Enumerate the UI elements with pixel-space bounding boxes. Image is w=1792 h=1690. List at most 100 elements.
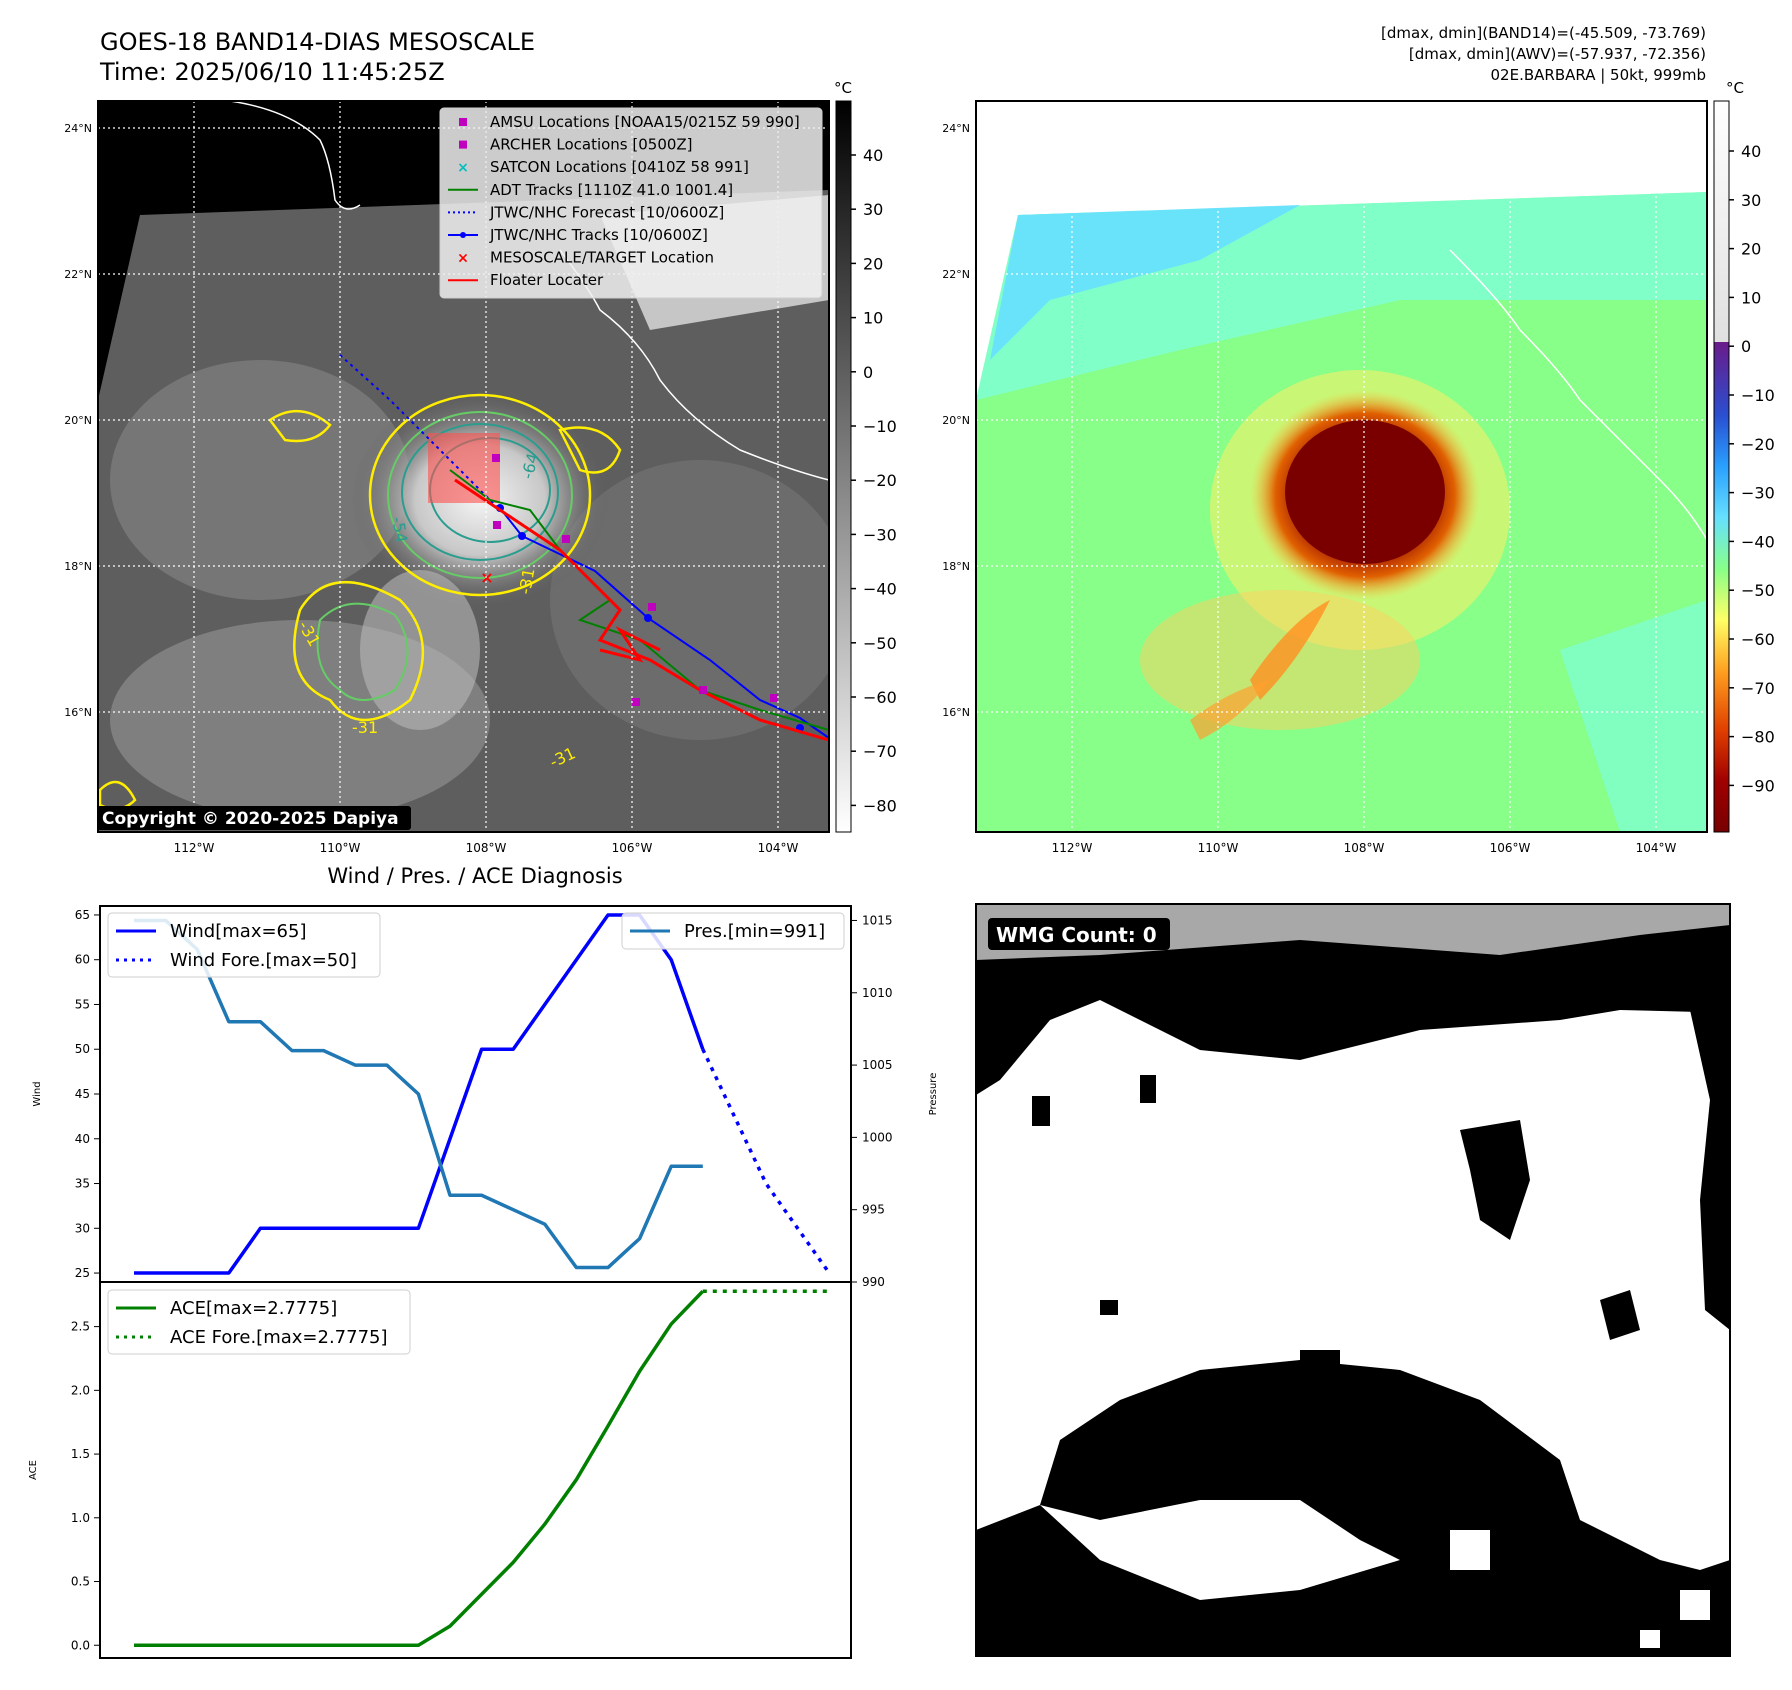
map-legend-item: AMSU Locations [NOAA15/0215Z 59 990] [459, 113, 800, 131]
lat-label: 16°N [64, 706, 92, 719]
colorbar-left [835, 100, 852, 833]
map-legend-item: JTWC/NHC Tracks [10/0600Z] [448, 226, 708, 244]
svg-text:×: × [457, 160, 469, 176]
legend-wind-fore: Wind Fore.[max=50] [170, 950, 357, 971]
ace-tick: 1.0 [71, 1511, 90, 1525]
series-line-1 [701, 1048, 831, 1275]
wind-tick: 25 [75, 1266, 90, 1280]
right-map [976, 101, 1707, 832]
colorbar-tick: 0 [1741, 337, 1751, 356]
lat-label: 18°N [942, 560, 970, 573]
colorbar-tick: −80 [863, 796, 897, 815]
colorbar-tick: −30 [1741, 484, 1775, 503]
colorbar-tick: 40 [1741, 142, 1761, 161]
lon-label: 112°W [1052, 841, 1093, 855]
colorbar-tick: −50 [863, 634, 897, 653]
map-legend-item: ARCHER Locations [0500Z] [459, 136, 693, 154]
lon-label: 108°W [466, 841, 507, 855]
colorbar-tick: −60 [863, 688, 897, 707]
lon-label: 112°W [174, 841, 215, 855]
wind-tick: 55 [75, 997, 90, 1011]
figure-title: GOES-18 BAND14-DIAS MESOSCALE [100, 28, 535, 56]
lon-label: 104°W [1636, 841, 1677, 855]
legend-ace: ACE[max=2.7775] [170, 1298, 337, 1319]
legend-ace-fore: ACE Fore.[max=2.7775] [170, 1327, 388, 1348]
ace-legend: ACE[max=2.7775] ACE Fore.[max=2.7775] [107, 1289, 411, 1355]
colorbar-tick: −20 [1741, 435, 1775, 454]
map-legend-label: MESOSCALE/TARGET Location [490, 249, 714, 267]
lon-label: 108°W [1344, 841, 1385, 855]
contour-label: -54 [388, 515, 411, 544]
series-line-0 [134, 913, 705, 1275]
colorbar-tick: −10 [863, 417, 897, 436]
colorbar-tick: 0 [863, 363, 873, 382]
floater-box [428, 433, 500, 503]
series-line-2 [134, 918, 703, 1270]
colorbar-tick: 20 [1741, 240, 1761, 259]
wind-tick: 50 [75, 1042, 90, 1056]
colorbar-tick: −50 [1741, 581, 1775, 600]
colorbar-tick: 40 [863, 146, 883, 165]
stats-awv: [dmax, dmin](AWV)=(-57.937, -72.356) [1409, 45, 1706, 63]
colorbar-tick: 20 [863, 254, 883, 273]
map-legend-label: Floater Locater [490, 271, 604, 289]
wind-legend: Wind[max=65] Wind Fore.[max=50] [107, 912, 381, 978]
map-legend-item: Floater Locater [448, 271, 604, 289]
copyright: Copyright © 2020-2025 Dapiya [102, 809, 399, 829]
colorbar-unit-right: °C [1726, 79, 1744, 97]
colorbar-tick: −10 [1741, 386, 1775, 405]
coastline [1449, 249, 1707, 541]
colorbar-tick: −80 [1741, 728, 1775, 747]
ace-tick: 2.5 [71, 1320, 90, 1334]
lat-label: 22°N [64, 268, 92, 281]
wmg-count: WMG Count: 0 [996, 923, 1157, 947]
wind-axis-label: Wind [32, 1081, 43, 1106]
ace-tick: 0.5 [71, 1575, 90, 1589]
pres-legend: Pres.[min=991] [621, 912, 845, 950]
lon-label: 110°W [320, 841, 361, 855]
colorbar-right [1713, 100, 1730, 833]
adt-track [449, 469, 829, 731]
pressure-axis-label: Pressure [928, 1073, 939, 1116]
pressure-tick: 990 [862, 1275, 885, 1289]
lat-label: 22°N [942, 268, 970, 281]
wind-tick: 30 [75, 1221, 90, 1235]
colorbar-tick: −70 [1741, 679, 1775, 698]
lat-label: 20°N [64, 414, 92, 427]
colorbar-tick: −40 [1741, 532, 1775, 551]
ace-series-line-0 [134, 1290, 705, 1648]
colorbar-tick: 10 [1741, 288, 1761, 307]
figure-time: Time: 2025/06/10 11:45:25Z [99, 58, 445, 86]
lat-label: 24°N [64, 122, 92, 135]
legend-pres: Pres.[min=991] [684, 921, 825, 942]
wmg-panel [976, 904, 1730, 1656]
colorbar-unit-left: °C [834, 79, 852, 97]
svg-text:×: × [480, 568, 493, 587]
contour-label: -31 [352, 718, 378, 737]
lat-label: 24°N [942, 122, 970, 135]
lon-label: 106°W [612, 841, 653, 855]
pressure-tick: 995 [862, 1203, 885, 1217]
colorbar-tick: −20 [863, 471, 897, 490]
map-legend-label: SATCON Locations [0410Z 58 991] [490, 158, 749, 176]
chart-title: Wind / Pres. / ACE Diagnosis [327, 864, 622, 888]
svg-text:×: × [457, 251, 469, 267]
colorbar-tick: 10 [863, 309, 883, 328]
wind-tick: 35 [75, 1177, 90, 1191]
ace-axis-label: ACE [28, 1460, 39, 1480]
lat-label: 18°N [64, 560, 92, 573]
map-legend-item: ADT Tracks [1110Z 41.0 1001.4] [448, 181, 733, 199]
colorbar-tick: −30 [863, 525, 897, 544]
wind-tick: 60 [75, 953, 90, 967]
ace-tick: 2.0 [71, 1383, 90, 1397]
lon-label: 104°W [758, 841, 799, 855]
lat-label: 16°N [942, 706, 970, 719]
pressure-tick: 1010 [862, 986, 893, 1000]
legend-wind: Wind[max=65] [170, 921, 307, 942]
jtwc-track [499, 507, 829, 739]
map-legend-item: × SATCON Locations [0410Z 58 991] [457, 158, 749, 176]
stats-band14: [dmax, dmin](BAND14)=(-45.509, -73.769) [1381, 24, 1706, 42]
ace-tick: 1.5 [71, 1447, 90, 1461]
lon-label: 106°W [1490, 841, 1531, 855]
map-legend-label: JTWC/NHC Forecast [10/0600Z] [489, 203, 724, 221]
